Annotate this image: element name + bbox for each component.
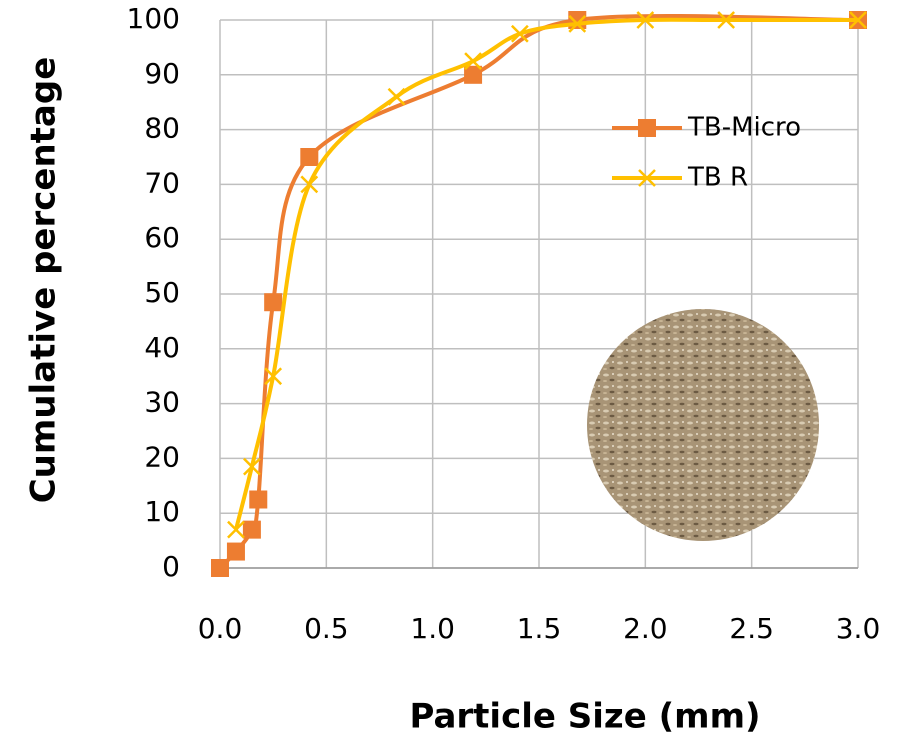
legend-label: TB-Micro: [687, 113, 801, 143]
marker: [510, 24, 529, 43]
marker: [464, 52, 482, 70]
y-tick-label: 100: [127, 2, 180, 35]
x-tick-label: 1.5: [517, 612, 562, 645]
marker: [387, 87, 406, 106]
plot: [211, 11, 867, 577]
marker: [568, 14, 587, 33]
marker: [264, 367, 283, 386]
marker: [464, 65, 483, 84]
sample-photo: [587, 309, 819, 541]
grid: [219, 19, 859, 569]
marker: [300, 148, 319, 166]
marker: [717, 11, 736, 29]
y-tick-label: 30: [144, 386, 180, 419]
marker: [300, 175, 319, 194]
y-tick-label: 70: [144, 166, 180, 199]
marker: [242, 520, 261, 539]
y-tick-label: 0: [162, 550, 180, 583]
y-tick-label: 60: [144, 221, 180, 254]
marker: [227, 520, 245, 539]
y-axis-title: Cumulative percentage: [24, 57, 64, 504]
y-tick-label: 90: [144, 57, 180, 90]
x-tick-label: 2.5: [729, 612, 774, 645]
marker: [264, 293, 283, 312]
x-tick-label: 2.0: [623, 612, 668, 645]
series-line: [234, 17, 858, 531]
legend-label: TB R: [687, 163, 748, 193]
marker: [243, 457, 261, 476]
y-tick-label: 20: [144, 440, 180, 473]
marker: [636, 11, 655, 29]
y-tick-label: 80: [144, 112, 180, 145]
x-tick-label: 3.0: [836, 612, 881, 645]
x-tick-label: 0.0: [198, 612, 243, 645]
x-tick-label: 0.5: [304, 612, 349, 645]
marker: [226, 542, 245, 561]
marker: [249, 490, 268, 509]
y-tick-label: 10: [144, 495, 180, 528]
y-tick-label: 50: [144, 276, 180, 309]
x-axis-title: Particle Size (mm): [409, 697, 760, 737]
marker: [211, 559, 229, 577]
x-tick-label: 1.0: [410, 612, 455, 645]
marker: [849, 11, 867, 29]
y-tick-label: 40: [144, 331, 180, 364]
